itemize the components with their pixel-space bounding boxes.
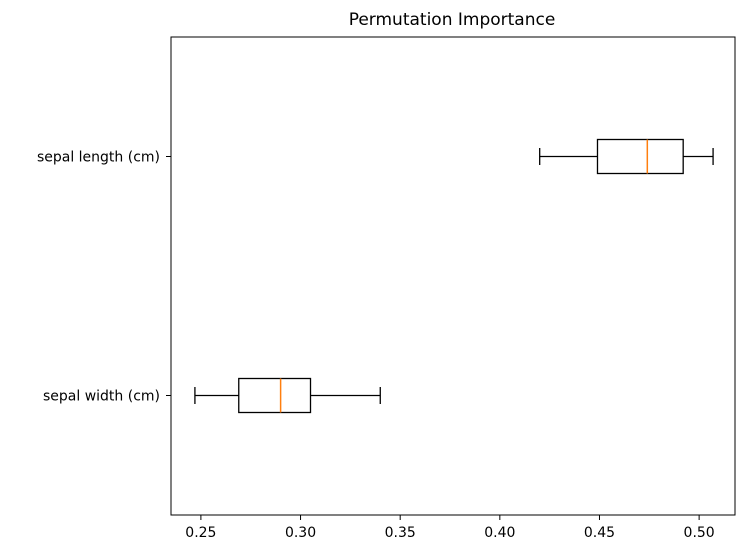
x-tick-label: 0.45 — [584, 525, 615, 541]
y-tick-label: sepal length (cm) — [37, 150, 160, 166]
box-iqr — [238, 377, 312, 414]
x-tick-label: 0.40 — [484, 525, 515, 541]
box-2 — [539, 138, 714, 175]
x-tick-label: 0.50 — [684, 525, 715, 541]
x-tick-label: 0.30 — [285, 525, 316, 541]
plot-frame — [170, 36, 736, 516]
y-axis-ticks: sepal width (cm) sepal length (cm) — [37, 150, 171, 405]
box-series — [194, 138, 714, 414]
chart-title: Permutation Importance — [349, 10, 556, 30]
x-tick-label: 0.25 — [185, 525, 216, 541]
box-1 — [194, 377, 381, 414]
y-tick-label: sepal width (cm) — [43, 389, 160, 405]
x-axis-ticks: 0.25 0.30 0.35 0.40 0.45 0.50 — [185, 515, 715, 541]
x-tick-label: 0.35 — [385, 525, 416, 541]
box-iqr — [596, 138, 684, 175]
